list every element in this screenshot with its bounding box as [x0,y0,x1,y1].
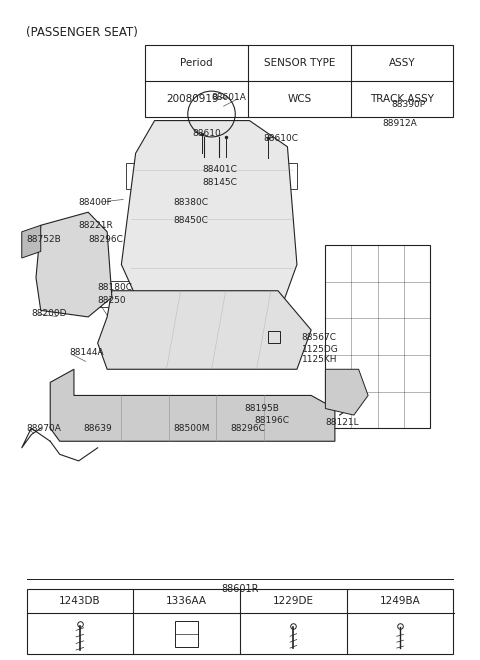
Text: 88144A: 88144A [69,348,104,358]
Bar [145,46,454,117]
Text: 88610C: 88610C [264,135,299,143]
Text: 1229DE: 1229DE [273,596,314,606]
Text: 88567C: 88567C [301,333,336,343]
Text: 1243DB: 1243DB [59,596,101,606]
Text: 20080919~: 20080919~ [166,94,227,104]
Text: Period: Period [180,58,213,69]
Text: 88250: 88250 [97,296,126,305]
Polygon shape [325,369,368,415]
Text: TRACK ASSY: TRACK ASSY [370,94,434,104]
Polygon shape [36,213,112,317]
Polygon shape [121,121,297,317]
Text: 88752B: 88752B [26,235,61,244]
Text: 88390P: 88390P [392,100,426,109]
Polygon shape [22,225,41,258]
Text: (PASSENGER SEAT): (PASSENGER SEAT) [26,26,138,39]
Polygon shape [97,291,311,369]
Text: 1125KH: 1125KH [301,355,337,364]
Text: 88610: 88610 [192,129,221,138]
Text: 1336AA: 1336AA [166,596,207,606]
Bar [325,245,430,428]
Text: 88196C: 88196C [254,416,289,425]
Text: 1125DG: 1125DG [301,345,338,354]
Bar [93,281,155,307]
Text: ASSY: ASSY [389,58,415,69]
Bar [175,620,199,647]
Text: 1249BA: 1249BA [380,596,420,606]
Text: 88400F: 88400F [79,198,112,207]
Polygon shape [50,369,335,442]
Bar [268,331,280,343]
Text: WCS: WCS [287,94,312,104]
Text: 88200D: 88200D [31,309,67,318]
Text: 88121L: 88121L [325,418,359,428]
Text: 88380C: 88380C [174,198,209,207]
Bar [126,163,297,189]
Text: 88221R: 88221R [79,221,113,230]
Text: 88450C: 88450C [174,216,208,224]
Text: 88601R: 88601R [221,583,259,593]
Text: 88145C: 88145C [202,178,237,187]
Text: 88195B: 88195B [245,404,280,413]
Text: 88401C: 88401C [202,165,237,174]
Text: 88296C: 88296C [230,424,265,433]
Text: 88601A: 88601A [212,93,246,102]
Bar [26,589,454,654]
Text: 88180C: 88180C [97,283,132,292]
Text: 88970A: 88970A [26,424,61,433]
Text: 88500M: 88500M [174,424,210,433]
Text: 88912A: 88912A [383,119,417,128]
Text: SENSOR TYPE: SENSOR TYPE [264,58,335,69]
Text: 88639: 88639 [84,424,112,433]
Text: 88296C: 88296C [88,235,123,244]
